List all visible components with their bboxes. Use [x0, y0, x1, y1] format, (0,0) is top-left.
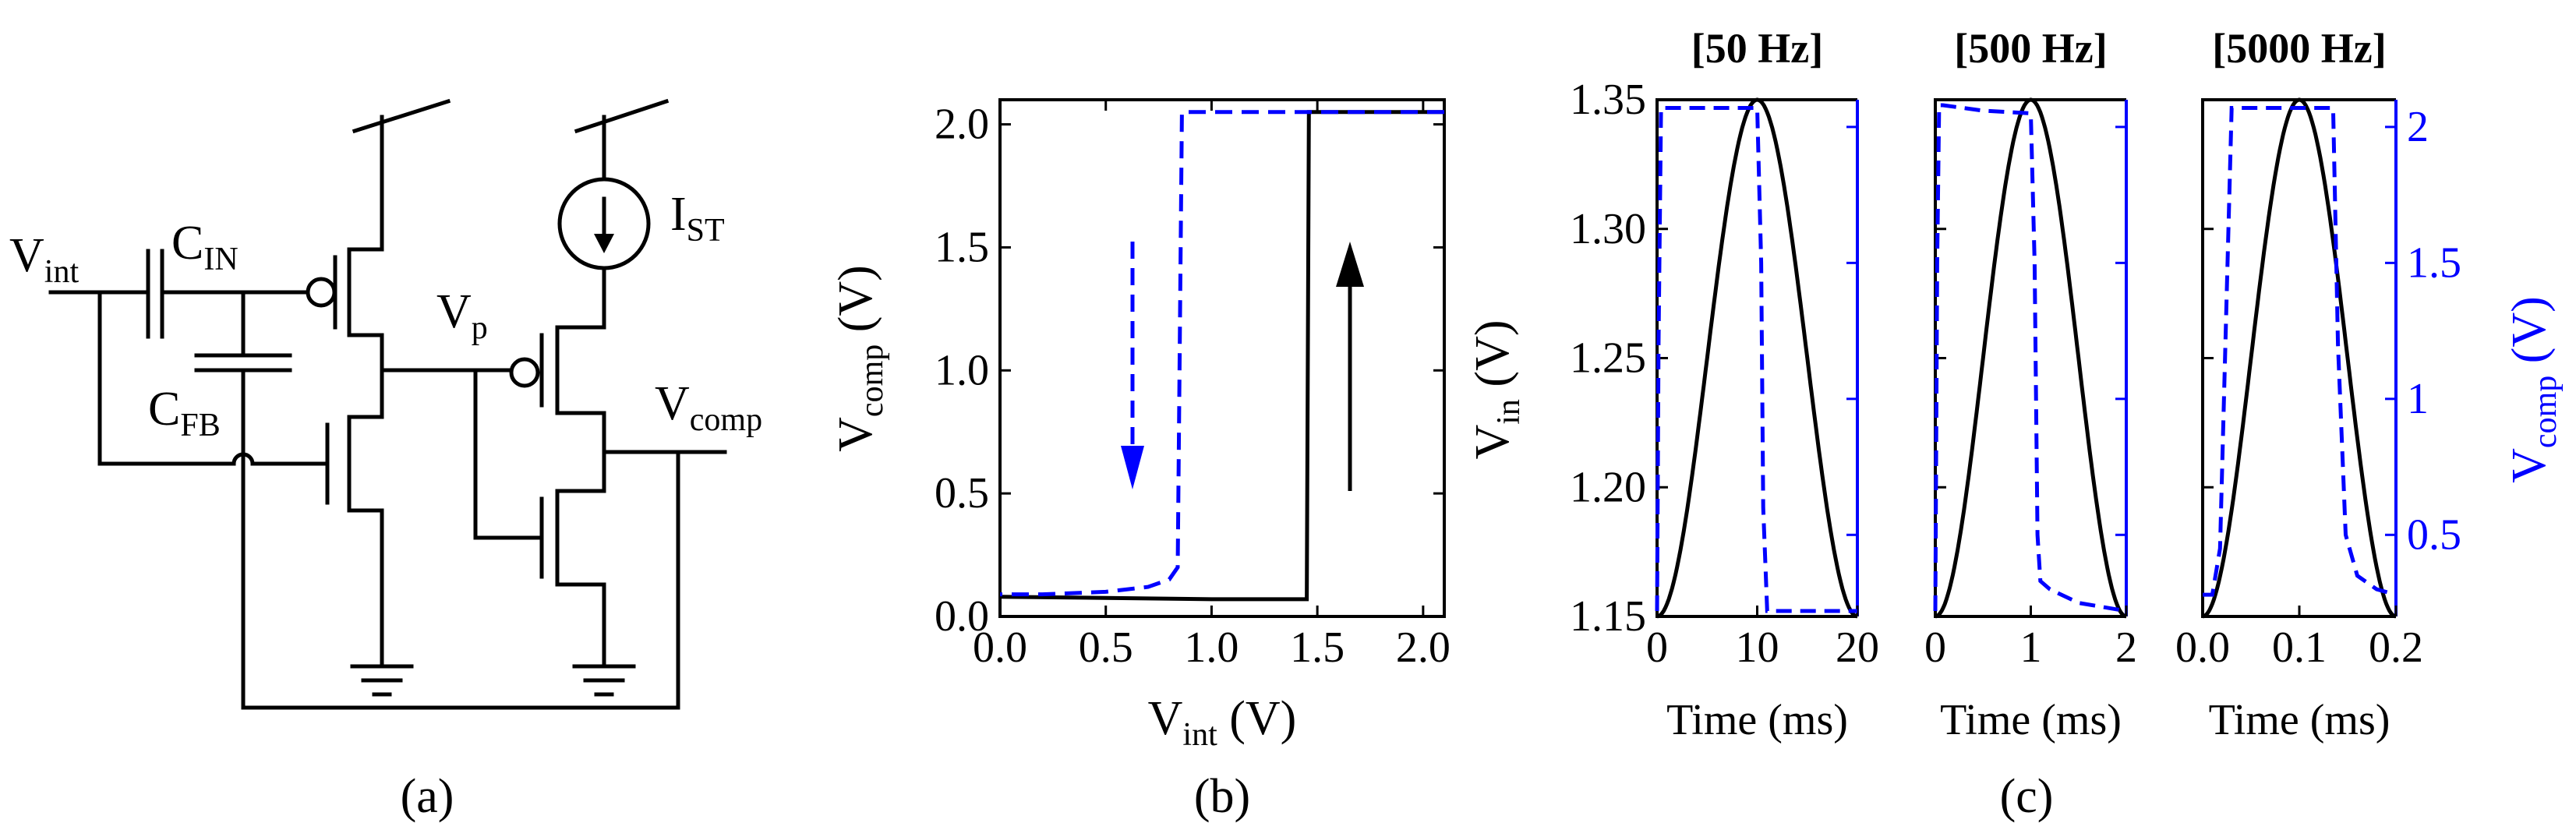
c-ytick-right-label: 1: [2407, 375, 2429, 423]
c-ylabel-right: Vcomp (V): [2503, 296, 2564, 483]
label-cfb: CFB: [148, 383, 221, 443]
c-xlabel: Time (ms): [2209, 696, 2390, 744]
c-ytick-left-label: 1.15: [1570, 592, 1646, 641]
c-ytick-left-label: 1.35: [1570, 76, 1646, 124]
c-series-vin: [1935, 97, 2127, 619]
c-ytick-left-label: 1.25: [1570, 334, 1646, 383]
c-ytick-right-label: 1.5: [2407, 238, 2461, 287]
plot-b-frame: [998, 98, 1446, 618]
c-ytick-left-label: 1.20: [1570, 463, 1646, 511]
c-xtick-label: 20: [1836, 623, 1879, 672]
b-xlabel: Vint (V): [1148, 692, 1297, 753]
c-ytick-right-label: 2: [2407, 103, 2429, 151]
hysteresis-plot: 0.0 0.5 1.0 1.5 2.0 0.0 0.5 1.0 1.5 2.0 Vint (V)…: [829, 98, 1451, 823]
c-subplot-2: [500 Hz] 0 1 2 Time (ms): [1924, 25, 2137, 744]
c-series-vin: [2202, 97, 2397, 619]
b-xtick-label: 1.0: [1184, 623, 1239, 672]
b-series: [999, 110, 1444, 602]
b-ytick-label: 0.0: [935, 592, 989, 641]
label-vp: Vp: [436, 285, 488, 346]
transient-plots: [50 Hz] 0 10 20 Time (ms) [500 Hz] 0 1 2 Time (ms…: [1466, 25, 2564, 823]
c-title: [50 Hz]: [1691, 25, 1823, 72]
c-subplots: [50 Hz] 0 10 20 Time (ms) [500 Hz] 0 1 2 Time (ms…: [1646, 25, 2423, 744]
c-title: [500 Hz]: [1954, 25, 2107, 72]
b-series-increasing: [999, 110, 1444, 602]
c-subplot-1: [50 Hz] 0 10 20 Time (ms): [1646, 25, 1879, 744]
c-xtick-label: 0: [1924, 623, 1946, 672]
label-cin: CIN: [171, 217, 239, 277]
c-xtick-label: 1: [2020, 623, 2042, 672]
c-yticks-right: 0.5 1 1.5 2: [2407, 103, 2461, 559]
b-ytick-label: 0.5: [935, 469, 989, 517]
label-vint: Vint: [9, 229, 79, 290]
c-ytick-right-label: 0.5: [2407, 510, 2461, 559]
c-series-vcomp: [2203, 106, 2397, 597]
c-xtick-label: 0.1: [2272, 623, 2327, 672]
caption-a: (a): [401, 770, 454, 823]
caption-b: (b): [1194, 770, 1250, 823]
c-subplot-3: [5000 Hz] 0.0 0.1 0.2 Time (ms): [2175, 25, 2423, 744]
c-xtick-label: 0: [1646, 623, 1668, 672]
c-xtick-label: 0.2: [2369, 623, 2423, 672]
c-title: [5000 Hz]: [2212, 25, 2386, 72]
up-arrow-head: [1336, 242, 1364, 287]
caption-c: (c): [2000, 770, 2054, 823]
label-ist: IST: [670, 188, 725, 249]
c-xtick-label: 2: [2115, 623, 2137, 672]
b-yticks: 0.0 0.5 1.0 1.5 2.0: [935, 101, 1444, 641]
b-xtick-label: 0.5: [1079, 623, 1133, 672]
b-ytick-label: 1.5: [935, 223, 989, 271]
c-xlabel: Time (ms): [1666, 696, 1848, 744]
c-yticks-left: 1.15 1.20 1.25 1.30 1.35: [1570, 76, 1646, 641]
b-ylabel: Vcomp (V): [829, 265, 890, 452]
c-frame: [2201, 98, 2396, 618]
down-arrow-head: [1121, 446, 1144, 489]
c-frame: [1655, 98, 1857, 618]
b-xtick-label: 2.0: [1396, 623, 1451, 672]
c-xtick-label: 10: [1736, 623, 1779, 672]
b-ytick-label: 2.0: [935, 101, 989, 149]
b-xtick-label: 0.0: [973, 623, 1027, 672]
c-ytick-left-label: 1.30: [1570, 205, 1646, 253]
circuit-labels: Vint CIN CFB Vp IST Vcomp (a): [9, 188, 762, 823]
c-series-vcomp: [1933, 103, 2127, 613]
b-xticks: 0.0 0.5 1.0 1.5 2.0: [973, 100, 1451, 672]
b-xtick-label: 1.5: [1290, 623, 1345, 672]
c-series-vin: [1656, 97, 1858, 619]
c-xlabel: Time (ms): [1940, 696, 2122, 744]
b-ytick-label: 1.0: [935, 346, 989, 394]
b-series-decreasing: [1000, 110, 1444, 597]
circuit-schematic: [48, 98, 727, 710]
label-vcomp: Vcomp: [655, 377, 762, 438]
c-xtick-label: 0.0: [2175, 623, 2230, 672]
c-series-vcomp: [1655, 106, 1857, 613]
c-ylabel-left: Vin (V): [1466, 320, 1527, 459]
